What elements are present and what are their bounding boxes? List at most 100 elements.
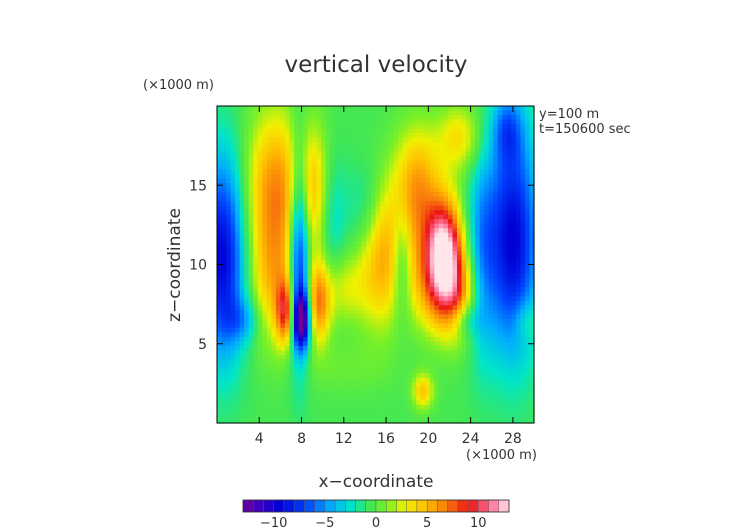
heatmap-cell: [452, 128, 458, 134]
heatmap-cell: [515, 355, 522, 361]
heatmap-cell: [275, 232, 281, 238]
heatmap-cell: [298, 346, 304, 352]
heatmap-cell: [293, 115, 300, 121]
heatmap-cell: [470, 119, 476, 125]
heatmap-cell: [389, 182, 395, 189]
colorbar-segment: [488, 499, 499, 513]
heatmap-cell: [384, 182, 390, 189]
heatmap-cell: [303, 119, 309, 125]
heatmap-cell: [307, 137, 313, 143]
heatmap-cell: [425, 364, 431, 370]
heatmap-cell: [266, 364, 272, 370]
heatmap-cell: [393, 164, 399, 170]
heatmap-cell: [289, 119, 295, 125]
heatmap-cell: [217, 214, 223, 220]
heatmap-cell: [380, 305, 386, 311]
heatmap-cell: [352, 259, 358, 266]
heatmap-cell: [502, 377, 508, 383]
heatmap-cell: [293, 409, 300, 415]
heatmap-cell: [370, 341, 377, 347]
heatmap-cell: [447, 223, 454, 229]
heatmap-cell: [280, 350, 286, 356]
heatmap-cell: [307, 323, 313, 329]
heatmap-cell: [312, 169, 318, 175]
heatmap-cell: [497, 187, 503, 193]
heatmap-cell: [239, 128, 245, 134]
heatmap-cell: [466, 409, 472, 415]
heatmap-cell: [434, 164, 440, 170]
heatmap-cell: [425, 395, 431, 401]
heatmap-cell: [262, 359, 268, 365]
heatmap-cell: [438, 110, 445, 116]
heatmap-cell: [520, 359, 526, 365]
heatmap-cell: [425, 318, 431, 324]
heatmap-cell: [257, 273, 263, 279]
heatmap-cell: [366, 368, 372, 374]
heatmap-cell: [352, 196, 358, 202]
heatmap-cell: [411, 278, 417, 284]
heatmap-cell: [339, 327, 345, 334]
heatmap-cell: [524, 291, 531, 297]
heatmap-cell: [239, 146, 245, 152]
heatmap-cell: [262, 323, 268, 329]
heatmap-cell: [217, 237, 223, 243]
heatmap-cell: [470, 246, 476, 252]
heatmap-cell: [343, 395, 349, 401]
heatmap-cell: [357, 169, 363, 175]
heatmap-cell: [466, 291, 472, 297]
heatmap-cell: [257, 228, 263, 234]
heatmap-cell: [312, 228, 318, 234]
heatmap-cell: [457, 296, 463, 302]
heatmap-cell: [479, 377, 485, 383]
heatmap-cell: [230, 137, 236, 143]
heatmap-cell: [293, 164, 300, 170]
heatmap-cell: [334, 196, 340, 202]
heatmap-cell: [429, 124, 435, 130]
heatmap-cell: [226, 192, 232, 198]
heatmap-cell: [475, 355, 481, 361]
heatmap-cell: [402, 133, 408, 139]
heatmap-cell: [361, 210, 368, 216]
heatmap-cell: [303, 327, 309, 334]
heatmap-cell: [230, 110, 236, 116]
heatmap-cell: [321, 219, 327, 225]
heatmap-cell: [511, 327, 517, 334]
heatmap-cell: [293, 278, 300, 284]
heatmap-cell: [447, 128, 454, 134]
heatmap-cell: [230, 151, 236, 157]
heatmap-cell: [375, 323, 381, 329]
heatmap-cell: [284, 106, 291, 112]
colorbar-segment: [283, 499, 295, 513]
heatmap-cell: [402, 336, 408, 343]
heatmap-cell: [239, 151, 245, 157]
heatmap-cell: [375, 332, 381, 338]
heatmap-cell: [271, 318, 277, 324]
heatmap-cell: [479, 391, 485, 397]
heatmap-cell: [384, 273, 390, 279]
heatmap-cell: [289, 287, 295, 293]
heatmap-cell: [425, 115, 431, 121]
heatmap-cell: [352, 355, 358, 361]
heatmap-cell: [244, 400, 250, 406]
heatmap-cell: [493, 364, 499, 370]
heatmap-cell: [447, 314, 454, 320]
heatmap-cell: [402, 219, 408, 225]
heatmap-cell: [484, 336, 490, 343]
heatmap-cell: [339, 192, 345, 198]
heatmap-cell: [230, 296, 236, 302]
heatmap-cell: [402, 232, 408, 238]
heatmap-cell: [407, 173, 413, 180]
heatmap-cell: [298, 291, 304, 297]
heatmap-cell: [266, 309, 272, 315]
heatmap-cell: [321, 291, 327, 297]
heatmap-cell: [370, 246, 377, 252]
heatmap-cell: [443, 142, 449, 148]
heatmap-cell: [257, 323, 263, 329]
heatmap-cell: [289, 386, 295, 392]
heatmap-cell: [479, 314, 485, 320]
heatmap-cell: [398, 373, 404, 379]
heatmap-cell: [506, 192, 512, 198]
heatmap-cell: [425, 160, 431, 166]
heatmap-cell: [398, 124, 404, 130]
